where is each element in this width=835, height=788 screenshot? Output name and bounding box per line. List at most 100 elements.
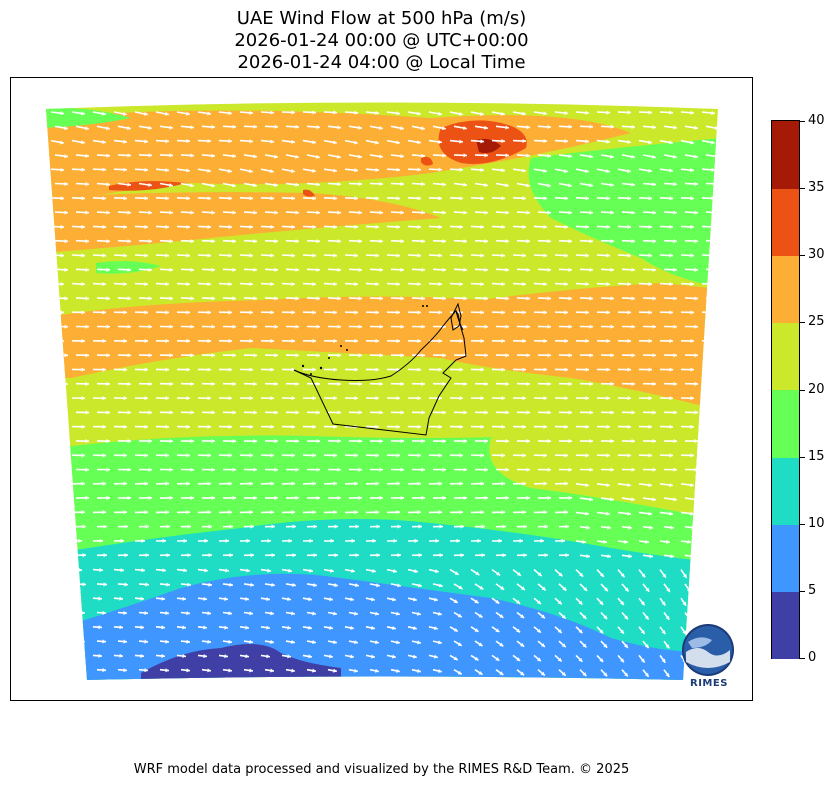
wind-arrow-head [127, 210, 131, 215]
wind-arrow-head [166, 582, 170, 587]
wind-arrow-head [501, 396, 505, 401]
wind-arrow-head [733, 526, 737, 530]
wind-arrow-head [526, 125, 530, 130]
wind-arrow-head [442, 467, 446, 472]
wind-arrow-head [224, 596, 228, 601]
wind-arrow-head [500, 586, 505, 590]
wind-arrow-head [610, 210, 614, 215]
wind-arrow-head [292, 582, 296, 587]
wind-arrow-head [291, 639, 295, 645]
wind-arrow-head [397, 553, 401, 558]
wind-arrow [71, 626, 82, 629]
wind-arrow-head [417, 583, 422, 588]
wind-arrow-head [480, 338, 484, 344]
wind-arrow-head [358, 210, 362, 215]
wind-arrow-head [438, 196, 442, 201]
wind-arrow-head [249, 253, 253, 258]
wind-arrow [723, 512, 736, 514]
wind-arrow-head [162, 538, 166, 543]
wind-arrow-head [337, 410, 341, 415]
wind-arrow-head [379, 381, 383, 386]
wind-arrow-head [337, 439, 341, 444]
wind-arrow-head [480, 282, 484, 287]
wind-arrow-head [547, 124, 551, 129]
title-line-2: 2026-01-24 00:00 @ UTC+00:00 [234, 30, 529, 51]
wind-arrow-head [438, 282, 442, 287]
wind-arrow-head [102, 668, 106, 673]
wind-arrow-head [661, 601, 666, 606]
wind-arrow-head [61, 524, 65, 529]
wind-arrow-head [505, 324, 509, 329]
wind-arrow-head [333, 453, 337, 458]
wind-arrow-head [648, 511, 652, 516]
wind-arrow-head [715, 497, 718, 502]
wind-arrow-head [520, 671, 525, 676]
wind-arrow-head [438, 338, 442, 344]
wind-arrow-head [610, 239, 614, 244]
wind-arrow-head [270, 611, 274, 616]
wind-arrow-head [737, 325, 740, 329]
band-30-35-dot1 [421, 156, 433, 166]
wind-arrow-head [484, 410, 488, 415]
wind-arrow-head [522, 168, 526, 173]
wind-arrow-head [358, 154, 362, 159]
wind-arrow-head [396, 140, 400, 145]
wind-arrow-head [505, 153, 509, 158]
wind-arrow-head [708, 539, 712, 544]
wind-arrow [705, 239, 718, 243]
wind-arrow-head [421, 239, 425, 244]
wind-arrow [701, 511, 715, 515]
wind-arrow [727, 184, 740, 185]
wind-arrow-head [673, 439, 677, 444]
wind-arrow-head [144, 139, 148, 144]
wind-arrow [701, 483, 715, 487]
uae-boundary [293, 302, 467, 436]
wind-arrow-head [690, 511, 694, 516]
wind-arrow-head [106, 267, 110, 272]
wind-arrow-head [211, 296, 215, 301]
wind-arrow-head [505, 183, 509, 188]
wind-arrow-head [669, 338, 673, 344]
wind-arrow-head [627, 168, 631, 173]
wind-arrow-head [484, 239, 488, 244]
wind-arrow-head [102, 338, 106, 344]
wind-arrow-head [396, 583, 401, 588]
wind-arrow-head [313, 582, 317, 588]
wind-arrow-head [585, 453, 589, 458]
wind-arrow-head [501, 367, 505, 372]
wind-arrow-head [81, 667, 85, 673]
wind-arrow-head [271, 582, 275, 587]
wind-arrow-head [589, 497, 593, 502]
wind-arrow-head [736, 211, 740, 215]
wind-arrow-head [350, 654, 354, 659]
wind-arrow-head [421, 439, 425, 444]
wind-arrow-head [607, 554, 611, 559]
wind-arrow-head [102, 310, 106, 315]
wind-arrow-head [60, 282, 64, 287]
wind-arrow-head [127, 153, 131, 158]
wind-arrow-head [522, 111, 526, 116]
wind-arrow-head [274, 154, 278, 159]
wind-arrow-head [190, 153, 194, 158]
wind-arrow-head [127, 296, 131, 301]
wind-arrow-head [249, 424, 253, 429]
wind-arrow-head [501, 224, 505, 229]
wind-arrow-head [123, 310, 127, 315]
wind-arrow-head [232, 153, 236, 159]
wind-arrow-head [186, 310, 190, 315]
wind-arrow-head [505, 125, 509, 130]
wind-arrow-head [98, 625, 102, 630]
wind-arrow-head [291, 510, 295, 515]
wind-arrow-head [522, 253, 526, 258]
wind-arrow-head [85, 210, 89, 215]
wind-arrow-head [270, 424, 274, 429]
wind-arrow-head [379, 439, 383, 444]
wind-arrow-head [526, 410, 530, 415]
wind-arrow-head [85, 239, 89, 244]
wind-arrow-head [652, 410, 656, 415]
wind-arrow-head [417, 338, 421, 344]
wind-arrow-head [526, 353, 530, 358]
wind-arrow-head [211, 267, 215, 272]
wind-arrow-head [169, 495, 173, 500]
wind-arrow-head [480, 367, 484, 372]
